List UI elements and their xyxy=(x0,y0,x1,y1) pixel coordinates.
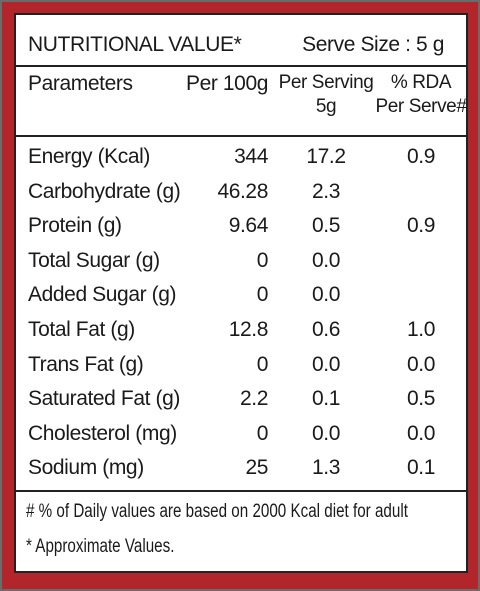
cell: 0.0 xyxy=(312,421,340,445)
cell: 0.5 xyxy=(312,214,340,238)
row-label: Protein (g) xyxy=(28,214,122,238)
cell: 0 xyxy=(256,248,269,272)
cell: 2.3 xyxy=(312,179,340,203)
cell: 0.0 xyxy=(312,283,340,307)
row-label: Energy (Kcal) xyxy=(28,145,151,168)
cell: 0.0 xyxy=(407,352,435,376)
cell: 0 xyxy=(256,352,269,376)
cell: 0.1 xyxy=(407,456,435,480)
cell: 2.2 xyxy=(240,387,268,411)
row-label: Saturated Fat (g) xyxy=(28,387,180,411)
cell: 9.64 xyxy=(228,214,269,238)
divider xyxy=(16,65,466,67)
cell: 344 xyxy=(234,145,268,168)
cell: 0.0 xyxy=(407,421,435,445)
cell: 0.0 xyxy=(312,248,340,272)
column-header: Per 100g xyxy=(185,72,268,95)
cell: 0 xyxy=(256,283,269,307)
serve-size: Serve Size : 5 g xyxy=(302,33,444,56)
cell: 0.1 xyxy=(312,387,340,411)
row-label: Cholesterol (mg) xyxy=(28,421,177,445)
cell: 1.3 xyxy=(312,456,340,480)
cell: 1.0 xyxy=(407,318,435,341)
cell: 0.5 xyxy=(407,387,435,411)
divider xyxy=(16,490,466,492)
title: NUTRITIONAL VALUE* xyxy=(28,33,242,56)
row-label: Added Sugar (g) xyxy=(28,283,177,307)
divider xyxy=(16,135,466,137)
row-label: Sodium (mg) xyxy=(28,456,144,480)
column-header: Per Serving 5g xyxy=(278,72,374,117)
cell: 46.28 xyxy=(217,179,268,203)
cell: 0.0 xyxy=(312,352,340,376)
label-panel: NUTRITIONAL VALUE* Serve Size : 5 g # % … xyxy=(14,13,468,573)
row-label: Total Sugar (g) xyxy=(28,248,160,272)
footnote: # % of Daily values are based on 2000 Kc… xyxy=(26,501,408,522)
column-header: % RDA Per Serve# xyxy=(375,72,467,117)
cell: 0.6 xyxy=(312,318,340,341)
cell: 17.2 xyxy=(306,145,346,168)
cell: 0.9 xyxy=(407,145,435,168)
footnote: * Approximate Values. xyxy=(26,536,175,557)
column-header: Parameters xyxy=(28,72,133,95)
cell: 12.8 xyxy=(228,318,269,341)
row-label: Carbohydrate (g) xyxy=(28,179,181,203)
row-label: Trans Fat (g) xyxy=(28,352,144,376)
row-label: Total Fat (g) xyxy=(28,318,135,341)
cell: 25 xyxy=(245,456,268,480)
cell: 0 xyxy=(256,421,269,445)
cell: 0.9 xyxy=(407,214,435,238)
